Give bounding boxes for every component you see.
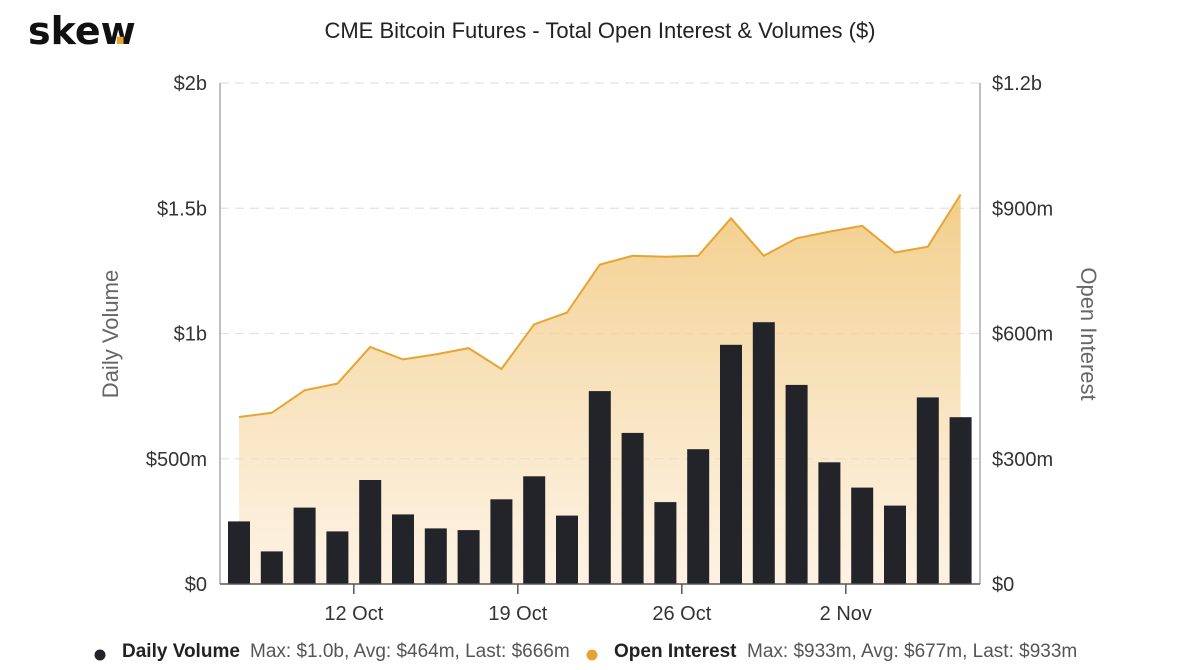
daily-volume-bar bbox=[720, 344, 742, 584]
x-tick-label: 26 Oct bbox=[652, 603, 711, 625]
daily-volume-bar bbox=[523, 476, 546, 584]
legend-name-daily-volume: Daily Volume bbox=[122, 641, 240, 662]
daily-volume-bar bbox=[293, 507, 316, 584]
logo-text: skew bbox=[28, 9, 136, 53]
daily-volume-bar bbox=[457, 530, 480, 584]
y-right-tick-labels: $0 $300m $600m $900m $1.2b bbox=[992, 73, 1053, 596]
daily-volume-bar bbox=[228, 521, 250, 584]
y-left-tick-label: $1.5b bbox=[157, 198, 207, 220]
y-right-tick-label: $0 bbox=[992, 574, 1014, 596]
legend: Daily Volume Max: $1.0b, Avg: $464m, Las… bbox=[94, 641, 1078, 662]
y-left-axis-title: Daily Volume bbox=[98, 270, 123, 398]
y-left-tick-label: $2b bbox=[174, 73, 207, 95]
daily-volume-bar bbox=[260, 551, 283, 584]
y-right-axis-title: Open Interest bbox=[1076, 267, 1101, 400]
y-right-tick-label: $900m bbox=[992, 198, 1053, 220]
legend-marker-daily-volume bbox=[94, 649, 106, 661]
daily-volume-bar bbox=[490, 499, 513, 584]
legend-item-daily-volume[interactable]: Daily Volume Max: $1.0b, Avg: $464m, Las… bbox=[94, 641, 570, 662]
daily-volume-bar bbox=[949, 417, 972, 584]
daily-volume-bar bbox=[818, 462, 841, 584]
x-tick-label: 19 Oct bbox=[488, 603, 547, 625]
legend-marker-open-interest bbox=[586, 649, 598, 661]
daily-volume-bar bbox=[621, 432, 644, 584]
y-left-tick-label: $1b bbox=[174, 324, 207, 346]
daily-volume-bar bbox=[851, 487, 874, 584]
daily-volume-bars bbox=[228, 322, 972, 584]
legend-stats-daily-volume: Max: $1.0b, Avg: $464m, Last: $666m bbox=[250, 641, 570, 662]
daily-volume-bar bbox=[588, 391, 611, 584]
skew-logo: skew . bbox=[28, 9, 136, 53]
y-left-tick-label: $500m bbox=[146, 449, 207, 471]
logo-dot: . bbox=[113, 9, 127, 53]
y-right-tick-label: $1.2b bbox=[992, 73, 1042, 95]
chart-title: CME Bitcoin Futures - Total Open Interes… bbox=[324, 18, 875, 43]
daily-volume-bar bbox=[752, 322, 775, 584]
daily-volume-bar bbox=[326, 531, 349, 584]
y-right-tick-label: $300m bbox=[992, 449, 1053, 471]
daily-volume-bar bbox=[424, 528, 447, 584]
daily-volume-bar bbox=[392, 514, 414, 584]
daily-volume-bar bbox=[687, 449, 710, 584]
x-tick-label: 2 Nov bbox=[820, 603, 872, 625]
daily-volume-bar bbox=[785, 384, 808, 584]
daily-volume-bar bbox=[654, 502, 677, 584]
daily-volume-bar bbox=[359, 480, 382, 584]
legend-stats-open-interest: Max: $933m, Avg: $677m, Last: $933m bbox=[747, 641, 1077, 662]
legend-name-open-interest: Open Interest bbox=[614, 641, 737, 662]
legend-item-open-interest[interactable]: Open Interest Max: $933m, Avg: $677m, La… bbox=[586, 641, 1078, 662]
x-tick-label: 12 Oct bbox=[324, 603, 383, 625]
y-left-tick-label: $0 bbox=[185, 574, 207, 596]
open-interest-area bbox=[239, 194, 961, 584]
daily-volume-bar bbox=[556, 515, 578, 584]
daily-volume-bar bbox=[884, 505, 906, 584]
y-left-tick-labels: $0 $500m $1b $1.5b $2b bbox=[146, 73, 207, 596]
open-interest-line bbox=[238, 193, 962, 418]
y-right-tick-label: $600m bbox=[992, 324, 1053, 346]
x-axis-ticks: 12 Oct 19 Oct 26 Oct 2 Nov bbox=[324, 584, 872, 625]
daily-volume-bar bbox=[916, 397, 939, 584]
